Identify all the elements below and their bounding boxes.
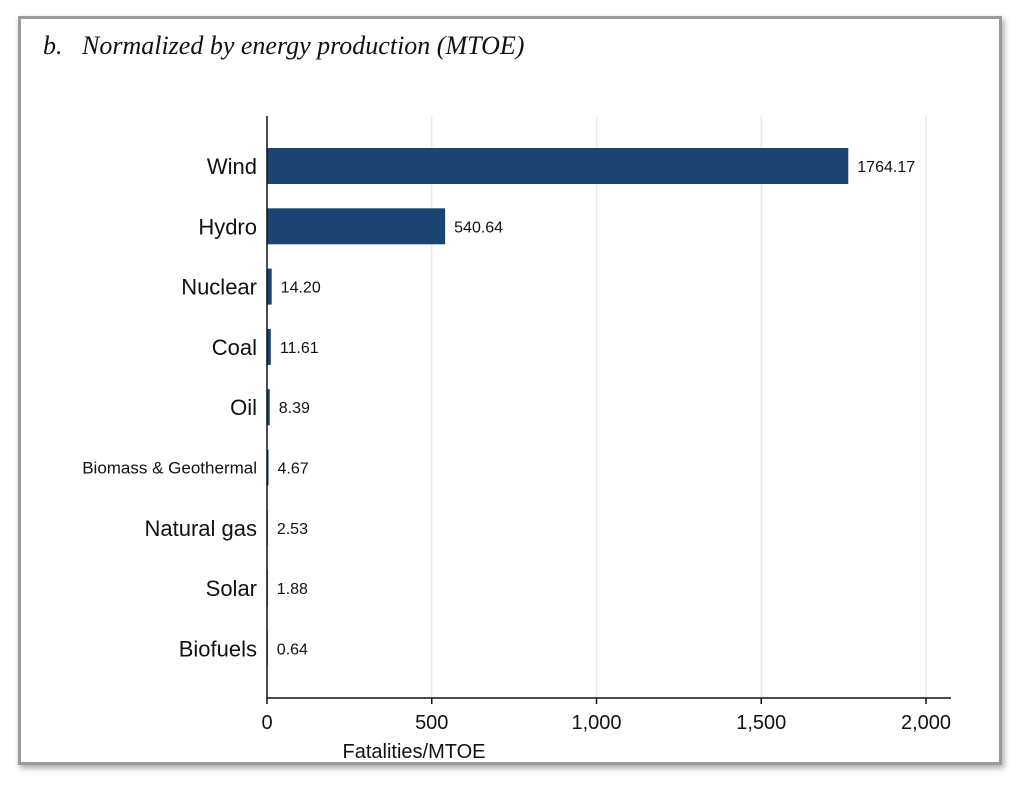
category-label-biofuels: Biofuels	[179, 636, 257, 661]
category-label-solar: Solar	[206, 576, 257, 601]
labels: Wind 1764.17 Hydro 540.64 Nuclear 14.20 Coal 11…	[82, 154, 951, 734]
value-label-hydro: 540.64	[454, 219, 503, 236]
category-label-natural-gas: Natural gas	[144, 516, 257, 541]
figure-frame: b. Normalized by energy production (MTOE…	[18, 16, 1002, 765]
x-tick-label-3: 1,500	[736, 712, 786, 734]
bar-biomass-and-geothermal	[267, 449, 269, 486]
bar-hydro	[267, 208, 446, 245]
x-tick-label-2: 1,000	[571, 712, 621, 734]
value-label-biofuels: 0.64	[277, 641, 308, 658]
bar-coal	[267, 328, 271, 365]
value-label-solar: 1.88	[277, 581, 308, 598]
figure-title: b. Normalized by energy production (MTOE…	[43, 31, 525, 60]
value-label-wind: 1764.17	[857, 159, 915, 176]
x-axis-label: Fatalities/MTOE	[343, 741, 486, 762]
value-label-biomass-and-geothermal: 4.67	[278, 461, 309, 478]
bar-oil	[267, 389, 270, 426]
bar-chart: Wind 1764.17 Hydro 540.64 Nuclear 14.20 Coal 11…	[82, 116, 951, 762]
bar-nuclear	[267, 268, 272, 305]
category-label-hydro: Hydro	[198, 214, 257, 239]
value-label-coal: 11.61	[280, 340, 319, 357]
category-label-nuclear: Nuclear	[181, 275, 257, 300]
value-label-nuclear: 14.20	[281, 280, 321, 297]
x-tick-label-0: 0	[261, 712, 272, 734]
category-label-coal: Coal	[212, 335, 257, 360]
value-label-natural-gas: 2.53	[277, 521, 308, 538]
grid-lines	[431, 116, 927, 698]
x-tick-label-4: 2,000	[901, 712, 951, 734]
axes	[266, 116, 951, 704]
bar-wind	[267, 148, 849, 184]
value-label-oil: 8.39	[279, 400, 310, 417]
category-label-biomass-and-geothermal: Biomass & Geothermal	[82, 459, 257, 478]
category-label-oil: Oil	[230, 395, 257, 420]
x-tick-label-1: 500	[415, 712, 448, 734]
category-label-wind: Wind	[207, 154, 257, 179]
bars	[267, 148, 849, 667]
